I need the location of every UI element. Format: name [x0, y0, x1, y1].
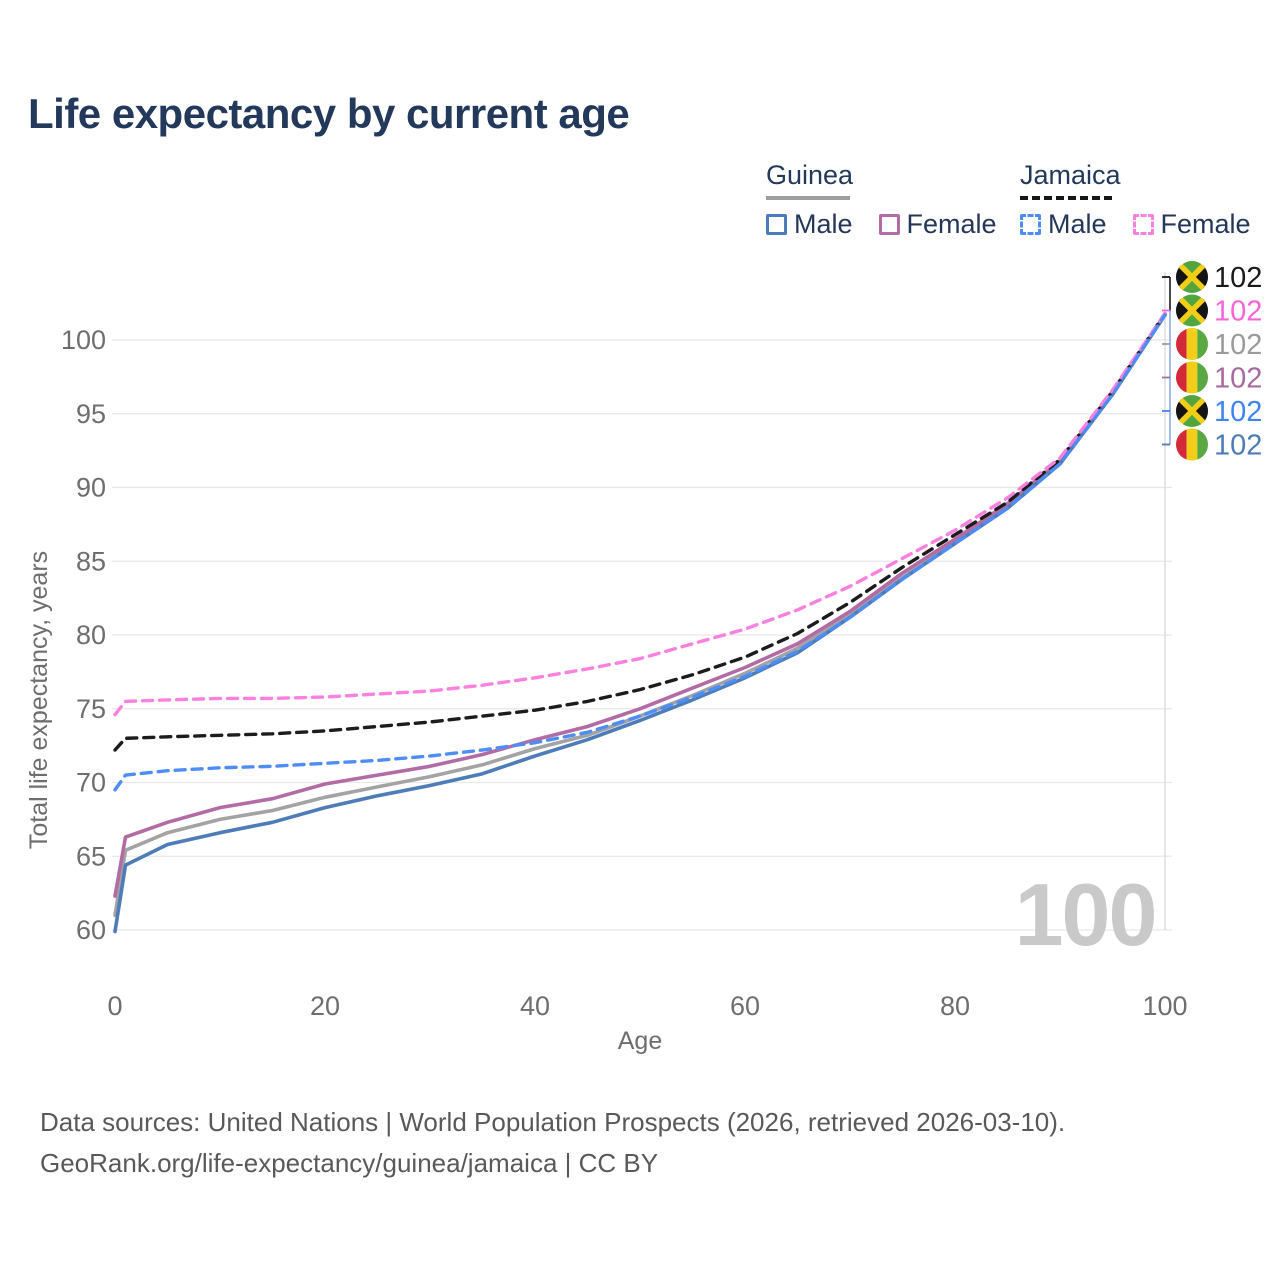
- y-tick-label-80: 80: [76, 620, 106, 650]
- legend-group-guinea: Guinea Male Female: [766, 160, 997, 240]
- legend-item-jamaica-male[interactable]: Male: [1020, 209, 1107, 240]
- hover-age-watermark: 100: [1015, 865, 1156, 964]
- end-label-guinea-male: 102: [1214, 430, 1262, 462]
- legend-item-label: Male: [794, 209, 853, 239]
- legend-group-guinea-label: Guinea: [766, 160, 854, 190]
- legend-item-guinea-male[interactable]: Male: [766, 209, 853, 240]
- series-line-guinea-all[interactable]: [113, 313, 1167, 918]
- y-tick-label-70: 70: [76, 768, 106, 798]
- legend-item-label: Male: [1048, 209, 1107, 239]
- y-tick-label-85: 85: [76, 546, 106, 576]
- chart-legend: Guinea Male Female Jamaica Male Female: [0, 160, 1280, 250]
- end-label-guinea-all: 102: [1214, 329, 1262, 361]
- guinea-male-swatch-icon: [766, 214, 787, 235]
- x-tick-label-0: 0: [107, 991, 122, 1021]
- y-tick-label-95: 95: [76, 399, 106, 429]
- guinea-female-swatch-icon: [878, 214, 900, 235]
- series-line-guinea-male[interactable]: [113, 313, 1167, 934]
- y-tick-label-60: 60: [76, 915, 106, 945]
- x-tick-label-40: 40: [520, 991, 550, 1021]
- jamaica-male-swatch-icon: [1020, 214, 1041, 235]
- legend-group-jamaica: Jamaica Male Female: [1020, 160, 1251, 240]
- series-line-guinea-female[interactable]: [113, 313, 1167, 898]
- footer-source-line: Data sources: United Nations | World Pop…: [40, 1107, 1066, 1137]
- x-axis-title: Age: [618, 1027, 662, 1055]
- series-line-jamaica-all[interactable]: [113, 311, 1167, 752]
- footer-attribution-line: GeoRank.org/life-expectancy/guinea/jamai…: [40, 1148, 659, 1178]
- jamaica-line-sample: [1020, 196, 1112, 200]
- series-line-jamaica-female[interactable]: [113, 311, 1167, 717]
- x-tick-label-20: 20: [310, 991, 340, 1021]
- end-label-jamaica-all: 102: [1214, 262, 1262, 294]
- guinea-flag-icon: [1176, 361, 1208, 394]
- y-tick-label-100: 100: [61, 325, 106, 355]
- legend-item-label: Female: [1160, 209, 1251, 239]
- legend-item-label: Female: [906, 209, 997, 239]
- end-label-jamaica-male: 102: [1214, 396, 1262, 428]
- jamaica-female-swatch-icon: [1132, 214, 1154, 235]
- end-label-guinea-female: 102: [1214, 363, 1262, 395]
- guinea-flag-icon: [1176, 428, 1208, 461]
- legend-item-guinea-female[interactable]: Female: [878, 209, 997, 240]
- y-tick-label-65: 65: [76, 841, 106, 871]
- legend-item-jamaica-female[interactable]: Female: [1132, 209, 1251, 240]
- footer: Data sources: United Nations | World Pop…: [40, 1102, 1065, 1184]
- jamaica-flag-icon: [1176, 395, 1208, 427]
- x-tick-label-80: 80: [940, 991, 970, 1021]
- x-tick-label-100: 100: [1142, 991, 1187, 1021]
- y-tick-label-90: 90: [76, 473, 106, 503]
- legend-group-jamaica-label: Jamaica: [1020, 160, 1121, 190]
- jamaica-flag-icon: [1176, 261, 1208, 293]
- y-tick-label-75: 75: [76, 694, 106, 724]
- guinea-flag-icon: [1176, 328, 1208, 360]
- y-axis-title: Total life expectancy, years: [25, 551, 53, 849]
- end-label-jamaica-female: 102: [1214, 296, 1262, 328]
- x-tick-label-60: 60: [730, 991, 760, 1021]
- guinea-line-sample: [766, 196, 850, 200]
- jamaica-flag-icon: [1176, 294, 1208, 327]
- page-title: Life expectancy by current age: [28, 90, 630, 137]
- series-line-jamaica-male[interactable]: [113, 313, 1167, 792]
